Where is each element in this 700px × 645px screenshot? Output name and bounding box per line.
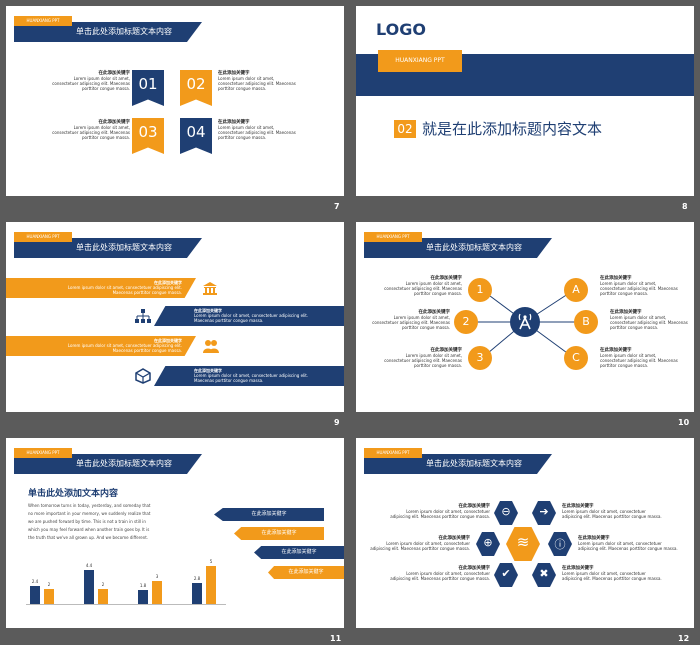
node-1: 1	[468, 278, 492, 302]
keyword-tag-2: 在此添加关键字	[234, 527, 324, 540]
chart-value-label: 1.8	[139, 583, 147, 588]
chart-value-label: 2.8	[193, 576, 201, 581]
slide-title: 单击此处添加标题文本内容	[426, 459, 522, 468]
brand-tag: HUANXIANG PPT	[14, 232, 72, 242]
antenna-hub-icon	[510, 307, 540, 337]
hex-text-5: 在此添加关键字 Lorem ipsum dolor sit amet, conse…	[578, 536, 678, 551]
body-paragraph: When tomorrow turns in today, yesterday,…	[28, 503, 151, 540]
chart-bar	[138, 590, 148, 604]
brand-tag: HUANXIANG PPT	[364, 232, 422, 242]
node-text-3: 在此添加关键字 Lorem ipsum dolor sit amet, consec…	[384, 348, 462, 368]
org-chart-icon	[134, 308, 152, 324]
hex-check-icon: ✔	[494, 563, 518, 587]
slide-header: HUANXIANG PPT 单击此处添加标题文本内容	[14, 448, 202, 474]
page-number-8: 8	[682, 202, 688, 211]
slide-12[interactable]: HUANXIANG PPT 单击此处添加标题文本内容 ⊖ ➔ ⊕ ≋ ⓘ ✔ ✖…	[356, 438, 694, 628]
content-subtitle: 单击此处添加文本内容	[28, 489, 119, 499]
slide-9[interactable]: HUANXIANG PPT 单击此处添加标题文本内容 在此添加关键字 Lorem…	[6, 222, 344, 412]
number-tile-02: 02	[180, 70, 212, 106]
chart-bar	[98, 589, 108, 604]
chart-value-label: 4.4	[85, 563, 93, 568]
node-b: B	[574, 310, 598, 334]
node-2: 2	[454, 310, 478, 334]
chart-value-label: 3	[155, 574, 159, 579]
node-text-c: 在此添加关键字 Lorem ipsum dolor sit amet, consec…	[600, 348, 678, 368]
slide-title: 单击此处添加标题文本内容	[76, 243, 172, 252]
hex-info-icon: ⓘ	[548, 532, 572, 556]
page-number-9: 9	[334, 418, 340, 427]
bar-chart: 2.4 2 4.4 2 1.8 3 2.8 5	[26, 548, 226, 605]
slide-title: 单击此处添加标题文本内容	[76, 27, 172, 36]
chart-bar	[30, 586, 40, 604]
hex-text-2: 在此添加关键字 Lorem ipsum dolor sit amet, conse…	[370, 536, 470, 551]
hex-text-6: 在此添加关键字 Lorem ipsum dolor sit amet, conse…	[562, 566, 662, 581]
keyword-tag-3: 在此添加关键字	[254, 546, 344, 559]
node-a: A	[564, 278, 588, 302]
people-icon	[202, 338, 220, 354]
chart-bar	[206, 566, 216, 604]
row-band-4: 在此添加关键字 Lorem ipsum dolor sit amet, cons…	[154, 366, 344, 386]
banner-label: HUANXIANG PPT	[378, 50, 462, 72]
row-band-3: 在此添加关键字 Lorem ipsum dolor sit amet, cons…	[6, 336, 196, 356]
chart-bar	[44, 589, 54, 604]
row-band-1: 在此添加关键字 Lorem ipsum dolor sit amet, cons…	[6, 278, 196, 298]
row-band-2: 在此添加关键字 Lorem ipsum dolor sit amet, cons…	[154, 306, 344, 326]
page-number-10: 10	[678, 418, 690, 427]
chart-value-label: 2	[47, 582, 51, 587]
node-3: 3	[468, 346, 492, 370]
hex-minus-icon: ⊖	[494, 501, 518, 525]
node-c: C	[564, 346, 588, 370]
slide-11[interactable]: HUANXIANG PPT 单击此处添加标题文本内容 单击此处添加文本内容 Wh…	[6, 438, 344, 628]
brand-tag: HUANXIANG PPT	[364, 448, 422, 458]
hex-close-icon: ✖	[532, 563, 556, 587]
logo: LOGO	[376, 20, 426, 39]
node-text-a: 在此添加关键字 Lorem ipsum dolor sit amet, consec…	[600, 276, 678, 296]
page-number-7: 7	[334, 202, 340, 211]
slide-7[interactable]: HUANXIANG PPT 单击此处添加标题文本内容 在此添加关键字 Lorem…	[6, 6, 344, 196]
chart-bar	[192, 583, 202, 604]
box-icon	[134, 368, 152, 384]
brand-tag: HUANXIANG PPT	[14, 448, 72, 458]
keyword-tag-1: 在此添加关键字	[214, 508, 324, 521]
item-text-02: 在此添加关键字 Lorem ipsum dolor sit amet, conse…	[218, 71, 296, 91]
number-tile-04: 04	[180, 118, 212, 154]
bank-icon	[202, 280, 218, 296]
chart-value-label: 2.4	[31, 579, 39, 584]
chart-value-label: 5	[209, 559, 213, 564]
page-number-11: 11	[330, 634, 342, 643]
item-text-04: 在此添加关键字 Lorem ipsum dolor sit amet, conse…	[218, 120, 296, 140]
hex-text-4: 在此添加关键字 Lorem ipsum dolor sit amet, conse…	[562, 504, 662, 519]
slide-header: HUANXIANG PPT 单击此处添加标题文本内容	[364, 232, 552, 258]
brand-tag: HUANXIANG PPT	[14, 16, 72, 26]
item-text-03: 在此添加关键字 Lorem ipsum dolor sit amet, conse…	[52, 120, 130, 140]
chart-bar	[152, 581, 162, 604]
item-text-01: 在此添加关键字 Lorem ipsum dolor sit amet, conse…	[52, 71, 130, 91]
section-number: 02	[394, 120, 416, 138]
number-tile-03: 03	[132, 118, 164, 154]
node-text-2: 在此添加关键字 Lorem ipsum dolor sit amet, consec…	[372, 310, 450, 330]
page-number-12: 12	[678, 634, 690, 643]
hex-wifi-icon: ≋	[506, 527, 540, 561]
chart-bar	[84, 570, 94, 604]
slide-title: 单击此处添加标题文本内容	[426, 243, 522, 252]
slide-10[interactable]: HUANXIANG PPT 单击此处添加标题文本内容 1 2 3 A B C 在…	[356, 222, 694, 412]
keyword-tag-4: 在此添加关键字	[268, 566, 344, 579]
hex-text-3: 在此添加关键字 Lorem ipsum dolor sit amet, conse…	[390, 566, 490, 581]
slide-title: 单击此处添加标题文本内容	[76, 459, 172, 468]
slide-8[interactable]: LOGO HUANXIANG PPT 02 就是在此添加标题内容文本	[356, 6, 694, 196]
hex-plus-icon: ⊕	[476, 532, 500, 556]
chart-value-label: 2	[101, 582, 105, 587]
section-title: 就是在此添加标题内容文本	[422, 120, 603, 138]
node-text-1: 在此添加关键字 Lorem ipsum dolor sit amet, consec…	[384, 276, 462, 296]
hex-text-1: 在此添加关键字 Lorem ipsum dolor sit amet, conse…	[390, 504, 490, 519]
node-text-b: 在此添加关键字 Lorem ipsum dolor sit amet, consec…	[610, 310, 688, 330]
hex-arrow-icon: ➔	[532, 501, 556, 525]
slide-header: HUANXIANG PPT 单击此处添加标题文本内容	[14, 232, 202, 258]
slide-header: HUANXIANG PPT 单击此处添加标题文本内容	[14, 16, 202, 42]
slide-header: HUANXIANG PPT 单击此处添加标题文本内容	[364, 448, 552, 474]
number-tile-01: 01	[132, 70, 164, 106]
